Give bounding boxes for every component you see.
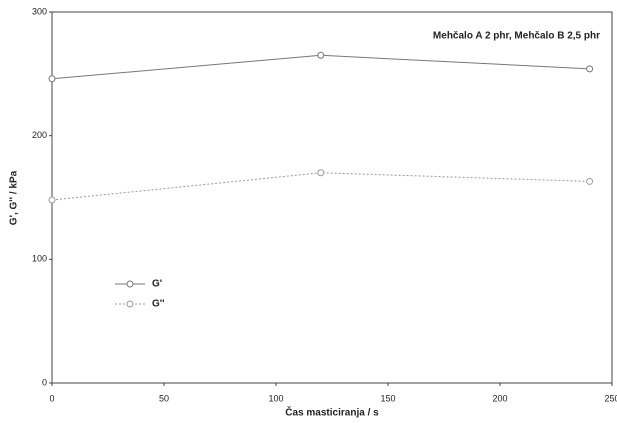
data-point (586, 177, 594, 185)
x-axis-label: Čas masticiranja / s (285, 406, 379, 419)
data-point (48, 196, 56, 204)
y-tick-label: 200 (32, 130, 47, 140)
x-tick-label: 250 (604, 393, 617, 403)
series-line (51, 172, 590, 201)
x-tick-label: 0 (49, 393, 54, 403)
legend-marker (126, 300, 134, 308)
plot-frame (51, 11, 613, 384)
legend-label: G'' (152, 299, 165, 310)
legend-marker (126, 280, 134, 288)
x-tick-label: 100 (268, 393, 283, 403)
x-tick-label: 50 (159, 393, 169, 403)
y-tick-label: 0 (42, 377, 47, 387)
x-tick-label: 200 (492, 393, 507, 403)
annotation: Mehčalo A 2 phr, Mehčalo B 2,5 phr (433, 31, 600, 42)
data-point (48, 75, 56, 83)
data-point (586, 65, 594, 73)
y-axis-label: G', G'' / kPa (9, 170, 20, 225)
data-point (317, 51, 325, 59)
x-tick-label: 150 (380, 393, 395, 403)
data-point (317, 169, 325, 177)
legend-label: G' (152, 279, 162, 290)
y-tick-label: 300 (32, 6, 47, 16)
series-line (51, 54, 590, 80)
y-tick-label: 100 (32, 254, 47, 264)
